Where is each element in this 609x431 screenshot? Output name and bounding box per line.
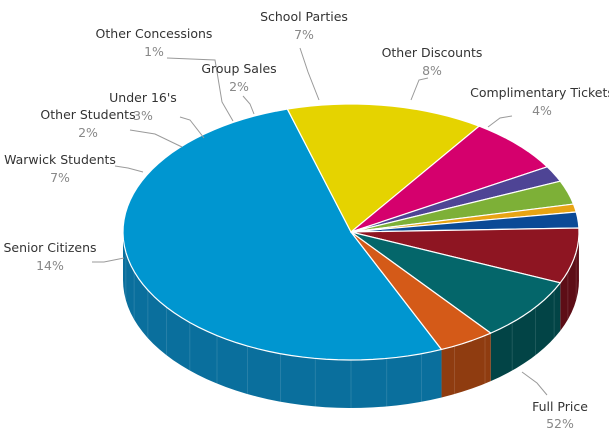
leader-line: [299, 47, 320, 101]
leader-line: [114, 165, 144, 173]
slice-percent: 2%: [229, 79, 249, 94]
slice-other-discounts: [350, 231, 561, 334]
slice-side-other-discounts: [490, 282, 561, 382]
slice-name: Senior Citizens: [3, 240, 96, 255]
slice-name: Other Discounts: [382, 45, 483, 60]
slice-percent: 2%: [78, 125, 98, 140]
label-complimentary-tickets: Complimentary Tickets 4%: [470, 85, 609, 128]
label-other-students: Other Students 2%: [40, 107, 183, 148]
slice-name: Complimentary Tickets: [470, 85, 609, 100]
slice-side-full-price: [123, 232, 442, 408]
slice-senior-citizens: [286, 103, 480, 233]
slice-percent: 52%: [546, 416, 574, 431]
label-full-price: Full Price 52%: [521, 371, 588, 431]
leader-line: [166, 57, 234, 122]
leader-line: [179, 116, 205, 139]
slice-side-complimentary-tickets: [441, 333, 491, 398]
leader-line: [521, 371, 548, 396]
slice-percent: 7%: [50, 170, 70, 185]
slice-warwick-students: [350, 125, 548, 233]
label-under-16s: Under 16's 3%: [109, 90, 205, 139]
leader-line: [487, 115, 513, 128]
slice-name: Other Students: [40, 107, 135, 122]
slice-name: Other Concessions: [96, 26, 213, 41]
slice-percent: 1%: [144, 44, 164, 59]
slice-percent: 8%: [422, 63, 442, 78]
pie-3d-sides: [123, 232, 580, 408]
slice-percent: 3%: [133, 108, 153, 123]
leader-line: [92, 257, 125, 263]
slice-name: Warwick Students: [4, 152, 116, 167]
slice-name: Group Sales: [201, 61, 276, 76]
label-warwick-students: Warwick Students 7%: [4, 152, 144, 185]
label-other-discounts: Other Discounts 8%: [382, 45, 483, 101]
slice-name: Under 16's: [109, 90, 177, 105]
leader-line: [242, 95, 255, 115]
label-group-sales: Group Sales 2%: [201, 61, 277, 115]
slice-name: Full Price: [532, 399, 588, 414]
pie-labels: Full Price 52% Senior Citizens 14% Warwi…: [3, 9, 609, 431]
pie-slices: [122, 103, 580, 361]
leader-line: [410, 77, 429, 101]
slice-percent: 4%: [532, 103, 552, 118]
slice-complimentary-tickets: [350, 231, 492, 351]
leader-line: [129, 129, 183, 148]
slice-percent: 7%: [294, 27, 314, 42]
label-school-parties: School Parties 7%: [260, 9, 348, 101]
slice-school-parties: [350, 227, 580, 284]
slice-side-school-parties: [560, 232, 579, 331]
slice-full-price: [122, 108, 443, 361]
label-senior-citizens: Senior Citizens 14%: [3, 240, 125, 273]
slice-percent: 14%: [36, 258, 64, 273]
slice-name: School Parties: [260, 9, 348, 24]
label-other-concessions: Other Concessions 1%: [96, 26, 234, 122]
